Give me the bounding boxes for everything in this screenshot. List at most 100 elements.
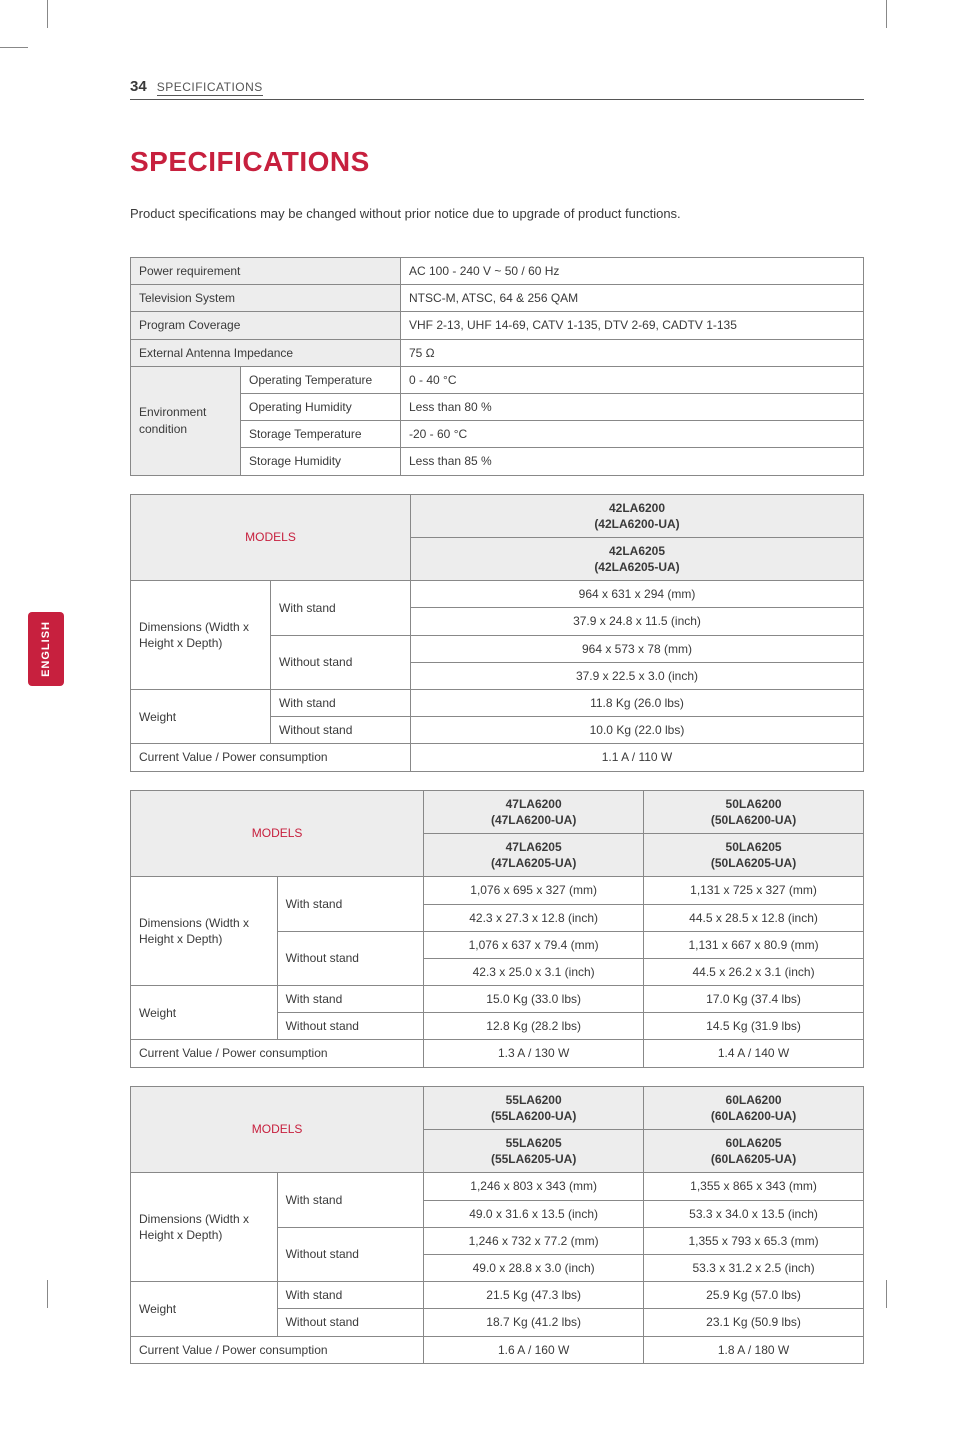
current-label: Current Value / Power consumption	[131, 1336, 424, 1363]
dim-value: 53.3 x 34.0 x 13.5 (inch)	[644, 1200, 864, 1227]
model-table-47-50: MODELS 47LA6200 (47LA6200-UA) 50LA6200 (…	[130, 790, 864, 1068]
env-label: Environment condition	[131, 366, 241, 475]
model-header: 50LA6200 (50LA6200-UA)	[644, 790, 864, 833]
current-value: 1.1 A / 110 W	[411, 744, 864, 771]
row-value: AC 100 - 240 V ~ 50 / 60 Hz	[401, 258, 864, 285]
without-stand: Without stand	[277, 1227, 424, 1281]
weight-value: 14.5 Kg (31.9 lbs)	[644, 1013, 864, 1040]
weight-value: 11.8 Kg (26.0 lbs)	[411, 690, 864, 717]
current-value: 1.6 A / 160 W	[424, 1336, 644, 1363]
without-stand: Without stand	[271, 717, 411, 744]
dim-label: Dimensions (Width x Height x Depth)	[131, 581, 271, 690]
env-sub: Storage Humidity	[241, 448, 401, 475]
env-value: -20 - 60 °C	[401, 421, 864, 448]
table-row: Environment condition Operating Temperat…	[131, 366, 864, 393]
models-label: MODELS	[131, 1086, 424, 1173]
row-label: Television System	[131, 285, 401, 312]
model-header: 42LA6205 (42LA6205-UA)	[411, 537, 864, 580]
table-row: Power requirement AC 100 - 240 V ~ 50 / …	[131, 258, 864, 285]
without-stand: Without stand	[277, 1309, 424, 1336]
dim-value: 44.5 x 28.5 x 12.8 (inch)	[644, 904, 864, 931]
header-title: SPECIFICATIONS	[157, 80, 263, 96]
dim-value: 42.3 x 27.3 x 12.8 (inch)	[424, 904, 644, 931]
weight-value: 21.5 Kg (47.3 lbs)	[424, 1282, 644, 1309]
dim-value: 1,131 x 667 x 80.9 (mm)	[644, 931, 864, 958]
model-header: 60LA6205 (60LA6205-UA)	[644, 1130, 864, 1173]
model-header: 47LA6205 (47LA6205-UA)	[424, 833, 644, 876]
without-stand: Without stand	[271, 635, 411, 689]
env-sub: Operating Temperature	[241, 366, 401, 393]
dim-value: 37.9 x 22.5 x 3.0 (inch)	[411, 662, 864, 689]
with-stand: With stand	[271, 581, 411, 635]
env-value: 0 - 40 °C	[401, 366, 864, 393]
dim-value: 1,355 x 865 x 343 (mm)	[644, 1173, 864, 1200]
weight-label: Weight	[131, 690, 271, 744]
model-header: 47LA6200 (47LA6200-UA)	[424, 790, 644, 833]
models-label: MODELS	[131, 790, 424, 877]
general-spec-table: Power requirement AC 100 - 240 V ~ 50 / …	[130, 257, 864, 476]
weight-value: 18.7 Kg (41.2 lbs)	[424, 1309, 644, 1336]
weight-value: 15.0 Kg (33.0 lbs)	[424, 986, 644, 1013]
with-stand: With stand	[277, 1173, 424, 1227]
dim-value: 49.0 x 28.8 x 3.0 (inch)	[424, 1254, 644, 1281]
table-row: Program Coverage VHF 2-13, UHF 14-69, CA…	[131, 312, 864, 339]
weight-value: 17.0 Kg (37.4 lbs)	[644, 986, 864, 1013]
dim-value: 1,355 x 793 x 65.3 (mm)	[644, 1227, 864, 1254]
dim-value: 1,131 x 725 x 327 (mm)	[644, 877, 864, 904]
dim-value: 1,076 x 637 x 79.4 (mm)	[424, 931, 644, 958]
weight-value: 12.8 Kg (28.2 lbs)	[424, 1013, 644, 1040]
models-label: MODELS	[131, 494, 411, 581]
model-header: 55LA6205 (55LA6205-UA)	[424, 1130, 644, 1173]
table-row: External Antenna Impedance 75 Ω	[131, 339, 864, 366]
dim-value: 964 x 631 x 294 (mm)	[411, 581, 864, 608]
table-row: Operating Humidity Less than 80 %	[131, 393, 864, 420]
dim-label: Dimensions (Width x Height x Depth)	[131, 877, 278, 986]
current-value: 1.8 A / 180 W	[644, 1336, 864, 1363]
model-header: 60LA6200 (60LA6200-UA)	[644, 1086, 864, 1129]
page-header: 34 SPECIFICATIONS	[130, 78, 864, 100]
without-stand: Without stand	[277, 1013, 424, 1040]
weight-label: Weight	[131, 986, 278, 1040]
with-stand: With stand	[277, 1282, 424, 1309]
weight-value: 25.9 Kg (57.0 lbs)	[644, 1282, 864, 1309]
with-stand: With stand	[277, 877, 424, 931]
with-stand: With stand	[271, 690, 411, 717]
dim-value: 42.3 x 25.0 x 3.1 (inch)	[424, 958, 644, 985]
dim-value: 964 x 573 x 78 (mm)	[411, 635, 864, 662]
model-header: 50LA6205 (50LA6205-UA)	[644, 833, 864, 876]
current-label: Current Value / Power consumption	[131, 744, 411, 771]
page-title: SPECIFICATIONS	[130, 146, 864, 178]
table-row: Television System NTSC-M, ATSC, 64 & 256…	[131, 285, 864, 312]
dim-value: 1,246 x 732 x 77.2 (mm)	[424, 1227, 644, 1254]
table-row: Storage Humidity Less than 85 %	[131, 448, 864, 475]
dim-value: 53.3 x 31.2 x 2.5 (inch)	[644, 1254, 864, 1281]
dim-value: 44.5 x 26.2 x 3.1 (inch)	[644, 958, 864, 985]
dim-value: 1,076 x 695 x 327 (mm)	[424, 877, 644, 904]
weight-value: 23.1 Kg (50.9 lbs)	[644, 1309, 864, 1336]
env-value: Less than 80 %	[401, 393, 864, 420]
model-table-55-60: MODELS 55LA6200 (55LA6200-UA) 60LA6200 (…	[130, 1086, 864, 1364]
row-value: 75 Ω	[401, 339, 864, 366]
weight-label: Weight	[131, 1282, 278, 1336]
model-table-42: MODELS 42LA6200 (42LA6200-UA) 42LA6205 (…	[130, 494, 864, 772]
row-value: NTSC-M, ATSC, 64 & 256 QAM	[401, 285, 864, 312]
weight-value: 10.0 Kg (22.0 lbs)	[411, 717, 864, 744]
current-value: 1.3 A / 130 W	[424, 1040, 644, 1067]
row-label: Power requirement	[131, 258, 401, 285]
model-header: 55LA6200 (55LA6200-UA)	[424, 1086, 644, 1129]
dim-label: Dimensions (Width x Height x Depth)	[131, 1173, 278, 1282]
row-value: VHF 2-13, UHF 14-69, CATV 1-135, DTV 2-6…	[401, 312, 864, 339]
env-sub: Storage Temperature	[241, 421, 401, 448]
model-header: 42LA6200 (42LA6200-UA)	[411, 494, 864, 537]
env-value: Less than 85 %	[401, 448, 864, 475]
page-number: 34	[130, 78, 147, 95]
row-label: Program Coverage	[131, 312, 401, 339]
table-row: Storage Temperature -20 - 60 °C	[131, 421, 864, 448]
dim-value: 49.0 x 31.6 x 13.5 (inch)	[424, 1200, 644, 1227]
row-label: External Antenna Impedance	[131, 339, 401, 366]
intro-text: Product specifications may be changed wi…	[130, 206, 864, 221]
env-sub: Operating Humidity	[241, 393, 401, 420]
dim-value: 1,246 x 803 x 343 (mm)	[424, 1173, 644, 1200]
with-stand: With stand	[277, 986, 424, 1013]
without-stand: Without stand	[277, 931, 424, 985]
